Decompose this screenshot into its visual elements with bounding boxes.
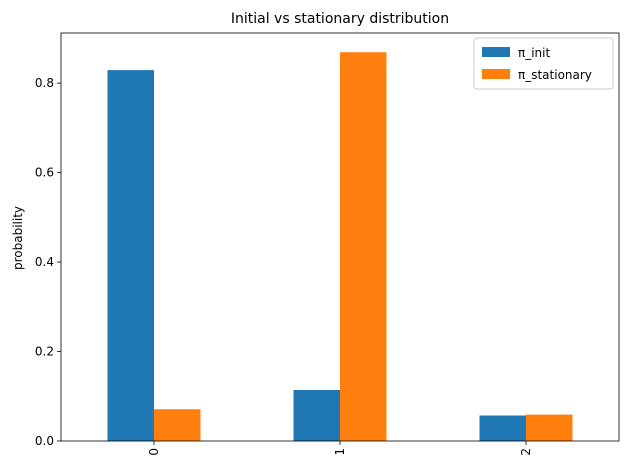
y-tick-label-2: 0.4	[35, 255, 54, 269]
plot-frame	[60, 32, 620, 442]
chart-title: Initial vs stationary distribution	[231, 11, 449, 27]
bar-stationary-2	[526, 414, 573, 441]
x-tick-label-0: 0	[147, 448, 161, 456]
x-tick-label-2: 2	[519, 448, 533, 456]
y-tick-label-4: 0.8	[35, 76, 54, 90]
bar-init-0	[107, 70, 154, 441]
y-tick-label-3: 0.6	[35, 166, 54, 180]
plot-area	[107, 52, 573, 441]
y-axis-label: probability	[11, 206, 25, 270]
y-axis: 0.0 0.2 0.4 0.6 0.8	[35, 76, 61, 448]
x-axis: 0 1 2	[147, 441, 533, 456]
y-tick-label-0: 0.0	[35, 434, 54, 448]
legend: π_init π_stationary	[473, 37, 614, 90]
bar-stationary-0	[154, 409, 201, 441]
legend-swatch-init	[482, 47, 510, 57]
legend-swatch-stationary	[482, 69, 510, 79]
y-tick-label-1: 0.2	[35, 345, 54, 359]
bar-init-1	[293, 390, 340, 441]
x-tick-label-1: 1	[333, 448, 347, 456]
bar-init-2	[479, 415, 526, 441]
legend-label-stationary: π_stationary	[518, 68, 592, 82]
legend-label-init: π_init	[518, 46, 550, 60]
bar-stationary-1	[340, 52, 387, 441]
